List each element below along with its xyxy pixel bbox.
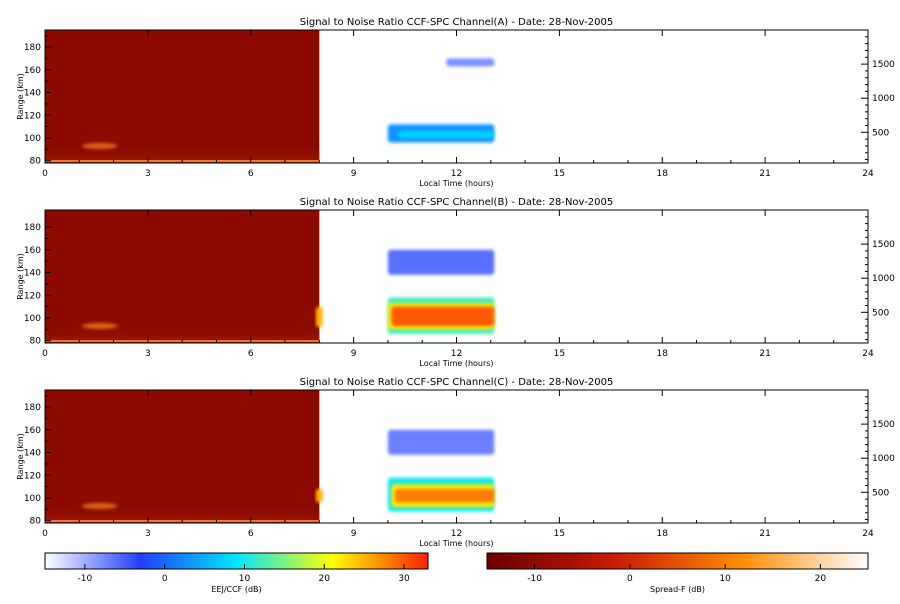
y-tick-label: 180 bbox=[24, 43, 41, 53]
colorbar-tick-label: 20 bbox=[319, 574, 331, 584]
x-tick-label: 12 bbox=[451, 529, 462, 539]
panel-title: Signal to Noise Ratio CCF-SPC Channel(B)… bbox=[300, 197, 614, 208]
x-tick-label: 9 bbox=[351, 169, 357, 179]
colorbar-gradient bbox=[487, 553, 868, 569]
right-tick-label: 1000 bbox=[872, 274, 895, 284]
spread-f-lower-layer bbox=[45, 497, 320, 523]
eej-echo-region bbox=[446, 58, 495, 67]
right-tick-label: 500 bbox=[872, 308, 889, 318]
panel-2: Signal to Noise Ratio CCF-SPC Channel(B)… bbox=[16, 197, 895, 368]
colorbar-tick-label: -10 bbox=[527, 574, 542, 584]
x-tick-label: 18 bbox=[657, 529, 669, 539]
x-tick-label: 9 bbox=[351, 349, 357, 359]
colorbar-label: Spread-F (dB) bbox=[650, 585, 705, 594]
x-tick-label: 21 bbox=[759, 169, 770, 179]
x-tick-label: 15 bbox=[554, 349, 565, 359]
colorbar-1: -10 0 10 20 30 EEJ/CCF (dB) bbox=[44, 552, 429, 594]
spread-f-lower-layer bbox=[45, 317, 320, 343]
x-tick-label: 0 bbox=[42, 529, 48, 539]
x-tick-label: 12 bbox=[451, 169, 462, 179]
x-tick-label: 21 bbox=[759, 349, 770, 359]
right-tick-label: 1500 bbox=[872, 60, 895, 70]
panel-title: Signal to Noise Ratio CCF-SPC Channel(C)… bbox=[300, 377, 614, 388]
eej-echo-region bbox=[398, 131, 495, 138]
y-tick-label: 160 bbox=[24, 426, 41, 436]
y-tick-label: 80 bbox=[30, 517, 42, 527]
x-tick-label: 24 bbox=[862, 349, 874, 359]
y-tick-label: 180 bbox=[24, 403, 41, 413]
right-tick-label: 1500 bbox=[872, 420, 895, 430]
right-tick-label: 500 bbox=[872, 128, 889, 138]
eej-echo-region bbox=[387, 429, 495, 455]
colorbar-2: -10 0 10 20 Spread-F (dB) bbox=[486, 552, 869, 594]
colorbar-tick-label: 0 bbox=[162, 574, 168, 584]
colorbar-tick-label: 10 bbox=[719, 574, 731, 584]
x-tick-label: 3 bbox=[145, 529, 151, 539]
y-tick-label: 100 bbox=[24, 494, 41, 504]
y-tick-label: 100 bbox=[24, 134, 41, 144]
x-tick-label: 6 bbox=[248, 529, 254, 539]
x-tick-label: 18 bbox=[657, 169, 669, 179]
x-tick-label: 24 bbox=[862, 169, 874, 179]
y-axis-label: Range (km) bbox=[16, 73, 25, 120]
x-axis-label: Local Time (hours) bbox=[419, 359, 493, 368]
x-tick-label: 24 bbox=[862, 529, 874, 539]
eej-echo-region bbox=[394, 488, 495, 503]
y-tick-label: 140 bbox=[24, 269, 41, 279]
colorbar-tick-label: 10 bbox=[239, 574, 251, 584]
eej-echo-region bbox=[387, 249, 495, 275]
colorbar-label: EEJ/CCF (dB) bbox=[211, 585, 261, 594]
colorbar-tick-label: -10 bbox=[78, 574, 93, 584]
colorbar-frame bbox=[44, 552, 429, 570]
eej-echo-region bbox=[391, 306, 495, 326]
x-tick-label: 6 bbox=[248, 169, 254, 179]
y-tick-label: 140 bbox=[24, 449, 41, 459]
x-axis-label: Local Time (hours) bbox=[419, 179, 493, 188]
x-tick-label: 0 bbox=[42, 169, 48, 179]
panel-1: Signal to Noise Ratio CCF-SPC Channel(A)… bbox=[16, 17, 895, 188]
eej-echo-region bbox=[315, 488, 323, 503]
x-tick-label: 21 bbox=[759, 529, 770, 539]
y-axis-label: Range (km) bbox=[16, 253, 25, 300]
spread-f-echo bbox=[81, 142, 118, 149]
colorbar-tick-label: 0 bbox=[627, 574, 633, 584]
right-tick-label: 1000 bbox=[872, 454, 895, 464]
colorbar-tick-label: 30 bbox=[398, 574, 410, 584]
eej-echo-region bbox=[315, 306, 323, 328]
spread-f-echo bbox=[81, 502, 118, 509]
y-tick-label: 80 bbox=[30, 337, 42, 347]
y-tick-label: 140 bbox=[24, 89, 41, 99]
y-tick-label: 120 bbox=[24, 111, 41, 121]
y-axis-label: Range (km) bbox=[16, 433, 25, 480]
y-tick-label: 120 bbox=[24, 471, 41, 481]
x-tick-label: 12 bbox=[451, 349, 462, 359]
x-tick-label: 0 bbox=[42, 349, 48, 359]
x-tick-label: 3 bbox=[145, 349, 151, 359]
spread-f-echo bbox=[81, 322, 118, 329]
colorbar-tick-label: 20 bbox=[815, 574, 827, 584]
y-tick-label: 100 bbox=[24, 314, 41, 324]
x-tick-label: 18 bbox=[657, 349, 669, 359]
y-tick-label: 180 bbox=[24, 223, 41, 233]
spread-f-lower-layer bbox=[45, 137, 320, 163]
y-tick-label: 80 bbox=[30, 157, 42, 167]
right-tick-label: 1500 bbox=[872, 240, 895, 250]
colorbar-frame bbox=[486, 552, 869, 570]
x-tick-label: 9 bbox=[351, 529, 357, 539]
panel-title: Signal to Noise Ratio CCF-SPC Channel(A)… bbox=[300, 17, 614, 28]
x-tick-label: 15 bbox=[554, 169, 565, 179]
x-tick-label: 15 bbox=[554, 529, 565, 539]
right-tick-label: 1000 bbox=[872, 94, 895, 104]
y-tick-label: 160 bbox=[24, 246, 41, 256]
x-tick-label: 3 bbox=[145, 169, 151, 179]
right-tick-label: 500 bbox=[872, 488, 889, 498]
panel-3: Signal to Noise Ratio CCF-SPC Channel(C)… bbox=[16, 377, 895, 548]
y-tick-label: 120 bbox=[24, 291, 41, 301]
colorbar-gradient bbox=[45, 553, 428, 569]
x-tick-label: 6 bbox=[248, 349, 254, 359]
y-tick-label: 160 bbox=[24, 66, 41, 76]
x-axis-label: Local Time (hours) bbox=[419, 539, 493, 548]
